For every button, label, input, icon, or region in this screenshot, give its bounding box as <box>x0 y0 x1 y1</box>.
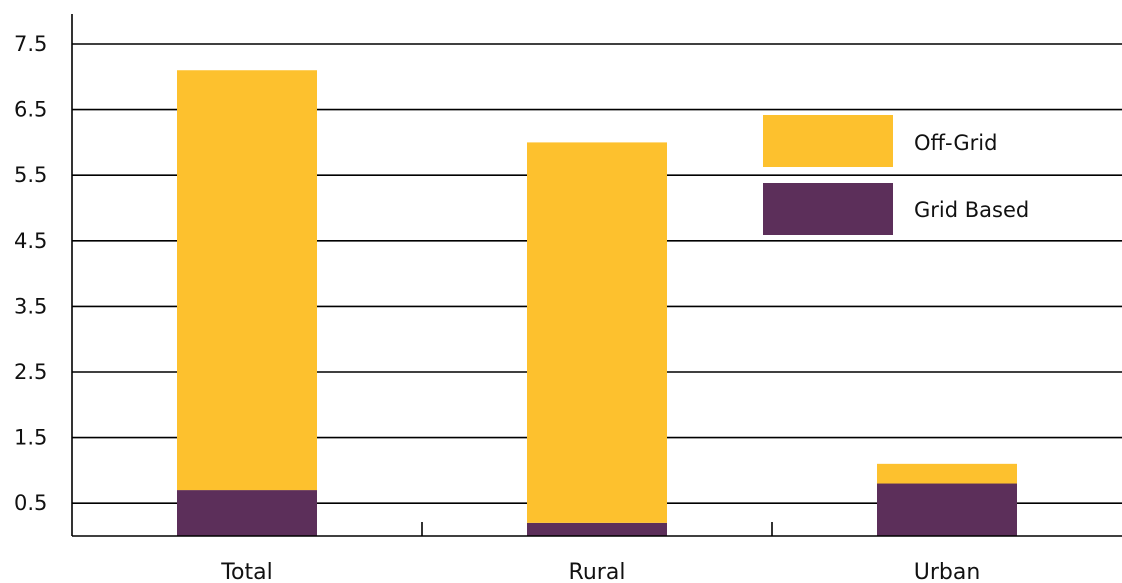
legend-label-off-grid: Off-Grid <box>914 131 997 155</box>
axes <box>71 14 1122 537</box>
x-tick-label: Total <box>220 560 272 583</box>
bars <box>177 70 1017 536</box>
y-tick-label: 1.5 <box>14 426 47 450</box>
x-tick-labels: Total Rural Urban <box>220 560 980 583</box>
bar-grid-based-total <box>177 490 317 536</box>
legend-swatch-grid-based <box>763 183 893 235</box>
y-tick-label: 3.5 <box>14 294 47 318</box>
legend-swatch-off-grid <box>763 115 893 167</box>
x-tick-label: Urban <box>914 560 981 583</box>
bar-off-grid-urban <box>877 463 1017 484</box>
bar-grid-based-rural <box>527 522 667 536</box>
bar-off-grid-rural <box>527 142 667 523</box>
y-tick-label: 6.5 <box>14 98 47 122</box>
y-tick-label: 2.5 <box>14 360 47 384</box>
bar-off-grid-total <box>177 70 317 491</box>
y-tick-label: 0.5 <box>14 491 47 515</box>
y-tick-label: 5.5 <box>14 163 47 187</box>
y-tick-label: 7.5 <box>14 32 47 56</box>
bar-grid-based-urban <box>877 483 1017 536</box>
x-tick-label: Rural <box>569 560 626 583</box>
legend: Off-Grid Grid Based <box>763 115 1029 235</box>
legend-label-grid-based: Grid Based <box>914 198 1029 222</box>
y-tick-label: 4.5 <box>14 229 47 253</box>
y-tick-labels: 0.5 1.5 2.5 3.5 4.5 5.5 6.5 7.5 <box>14 32 47 515</box>
